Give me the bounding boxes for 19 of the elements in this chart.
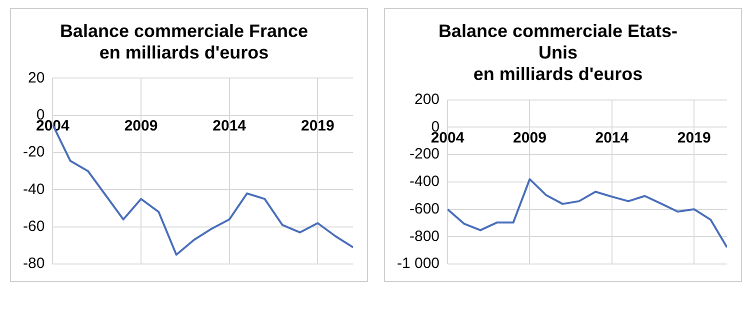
y-tick-label: -80 — [22, 255, 45, 272]
chart-title: Balance commerciale Etats- Unis en milliards d'euros — [438, 20, 678, 84]
y-tick-label: -600 — [410, 200, 440, 218]
y-tick-label: -200 — [410, 146, 440, 163]
x-tick-label: 2014 — [595, 129, 630, 146]
y-tick-label: -40 — [22, 180, 45, 198]
y-tick-label: 20 — [28, 69, 45, 86]
x-tick-label: 2009 — [124, 118, 158, 134]
x-tick-label: 2019 — [300, 118, 334, 134]
x-tick-label: 2019 — [677, 129, 711, 146]
chart-title: Balance commerciale France en milliards d'euros — [60, 20, 308, 62]
x-tick-label: 2009 — [513, 129, 546, 146]
y-tick-label: 200 — [414, 90, 440, 108]
y-tick-label: -20 — [22, 144, 45, 161]
y-tick-label: -1 000 — [396, 255, 440, 272]
y-tick-label: -800 — [410, 228, 440, 245]
y-tick-label: -60 — [22, 218, 45, 235]
x-tick-label: 2014 — [212, 118, 247, 134]
y-tick-label: -400 — [410, 173, 440, 190]
